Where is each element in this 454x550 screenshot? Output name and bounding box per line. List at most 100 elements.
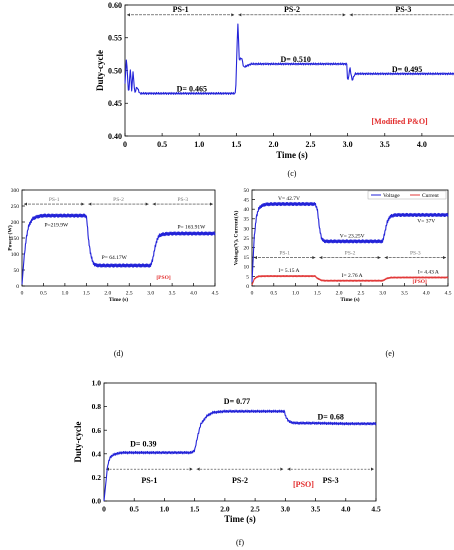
phase-label: PS-2 <box>345 251 356 257</box>
x-tick-label: 4.5 <box>212 291 219 297</box>
phase-arrow-head <box>152 202 156 206</box>
x-axis-label: Time (s) <box>276 150 308 160</box>
phase-arrow-head <box>189 467 193 471</box>
data-annotation: D= 0.77 <box>224 397 250 406</box>
x-tick-label: 4.0 <box>190 291 197 297</box>
y-tick-label: 45 <box>244 198 250 204</box>
x-tick-label: 4.5 <box>371 505 381 514</box>
x-tick-label: 3.0 <box>343 140 353 149</box>
y-tick-label: 35 <box>244 217 250 223</box>
data-annotation: I= 2.76 A <box>342 273 363 279</box>
y-tick-label: 0 <box>246 284 249 290</box>
x-tick-label: 0 <box>251 291 254 297</box>
x-tick-label: 4.0 <box>341 505 351 514</box>
y-axis-label: Power (W) <box>7 225 14 251</box>
legend-label: Current <box>422 193 439 199</box>
x-tick-label: 1.5 <box>83 291 90 297</box>
method-label: [PSO] <box>413 279 428 285</box>
y-tick-label: 0.4 <box>92 449 102 458</box>
phase-arrow-head <box>371 467 374 471</box>
x-tick-label: 2.5 <box>126 291 133 297</box>
phase-arrow-head <box>342 13 346 17</box>
y-tick-label: 0.40 <box>108 132 122 141</box>
y-tick-label: 200 <box>11 220 20 226</box>
y-tick-label: 100 <box>11 252 20 258</box>
x-tick-label: 3.5 <box>380 140 390 149</box>
x-tick-label: 0 <box>102 505 106 514</box>
method-label: [Modified P&O] <box>372 117 429 126</box>
y-tick-label: 0.0 <box>92 497 102 506</box>
x-tick-label: 3.5 <box>311 505 321 514</box>
y-tick-label: 15 <box>244 255 250 261</box>
y-axis-label: Voltage(V), Current(A) <box>233 210 240 265</box>
phase-arrow-head <box>210 202 213 206</box>
phase-arrow-head <box>145 202 149 206</box>
phase-arrow-head <box>443 255 446 260</box>
x-axis-label: Time (s) <box>109 296 128 303</box>
x-tick-label: 0.5 <box>157 140 167 149</box>
series-line-voltage <box>251 201 449 283</box>
panel-label: (e) <box>386 349 395 358</box>
data-annotation: V= 37V <box>417 219 435 225</box>
data-annotation: D= 0.39 <box>130 440 156 449</box>
phase-label: PS-1 <box>141 476 157 485</box>
phase-label: PS-2 <box>113 197 124 203</box>
y-tick-label: 0.60 <box>108 1 122 10</box>
x-tick-label: 3.0 <box>147 291 154 297</box>
y-tick-label: 1.0 <box>92 379 102 388</box>
x-tick-label: 1.0 <box>292 291 299 297</box>
x-tick-label: 2.0 <box>336 291 343 297</box>
x-tick-label: 1.0 <box>160 505 170 514</box>
y-tick-label: 20 <box>244 246 250 252</box>
y-tick-label: 0.55 <box>108 34 122 43</box>
y-tick-label: 250 <box>11 204 20 210</box>
data-annotation: D= 0.68 <box>317 413 343 422</box>
x-tick-label: 2.5 <box>357 291 364 297</box>
phase-label: PS-2 <box>284 5 300 14</box>
x-tick-label: 0.5 <box>130 505 140 514</box>
chart-c: 00.51.01.52.02.53.03.54.04.50.400.450.50… <box>95 1 454 178</box>
y-tick-label: 10 <box>244 265 250 271</box>
y-tick-label: 30 <box>244 226 250 232</box>
phase-label: PS-3 <box>323 476 339 485</box>
y-tick-label: 40 <box>244 207 250 213</box>
data-annotation: P= 163.91W <box>177 225 206 231</box>
y-tick-label: 50 <box>244 188 250 194</box>
phase-arrow-head <box>384 255 388 260</box>
phase-label: PS-3 <box>395 5 411 14</box>
y-axis-label: Duty-cycle <box>95 50 105 91</box>
y-tick-label: 50 <box>14 268 20 274</box>
x-axis-label: Time (s) <box>224 514 256 524</box>
x-tick-label: 0 <box>21 291 24 297</box>
y-tick-label: 300 <box>11 188 20 194</box>
chart-f: 0 0.5 1.0 1.5 2.0 2.5 3.0 3.5 4.0 4.5 0.0 0.2 0.4 0.6… <box>73 379 381 547</box>
phase-arrow-head <box>377 255 381 260</box>
method-label: [PSO] <box>293 480 314 489</box>
x-tick-label: 2.5 <box>306 140 316 149</box>
panel-label: (c) <box>288 169 297 178</box>
x-tick-label: 2.0 <box>104 291 111 297</box>
x-tick-label: 1.5 <box>190 505 200 514</box>
x-tick-label: 2.0 <box>220 505 230 514</box>
data-annotation: V= 23.25V <box>340 233 365 239</box>
y-tick-label: 0.50 <box>108 66 122 75</box>
y-tick-label: 0.45 <box>108 99 122 108</box>
x-tick-label: 3.0 <box>281 505 291 514</box>
x-tick-label: 4.0 <box>417 140 427 149</box>
phase-arrow-head <box>254 255 257 260</box>
phase-arrow-head <box>319 255 323 260</box>
method-label: [PSO] <box>156 275 171 281</box>
x-tick-label: 1.0 <box>61 291 68 297</box>
phase-arrow-head <box>349 13 353 17</box>
data-annotation: P= 64.17W <box>102 255 128 261</box>
series-line-1 <box>21 213 216 285</box>
data-annotation: P=219.9W <box>44 222 69 228</box>
data-annotation: I= 4.43 A <box>418 270 439 276</box>
phase-label: PS-1 <box>279 251 290 257</box>
data-annotation: V= 42.7V <box>278 196 300 202</box>
legend-label: Voltage <box>383 193 400 199</box>
x-tick-label: 4.5 <box>445 291 452 297</box>
y-tick-label: 0 <box>16 284 19 290</box>
x-tick-label: 2.0 <box>268 140 278 149</box>
